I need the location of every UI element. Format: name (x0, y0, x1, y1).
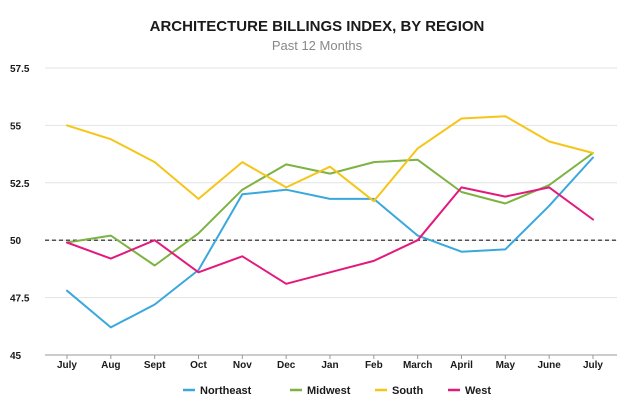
legend-label-west: West (465, 385, 491, 397)
y-tick-label: 57.5 (10, 64, 30, 75)
y-tick-label: 47.5 (10, 294, 30, 305)
y-tick-label: 50 (10, 236, 22, 247)
y-tick-label: 45 (10, 351, 22, 362)
grid-lines (45, 67, 617, 356)
series-lines (66, 115, 594, 329)
x-axis-tick-labels: July Aug Sept Oct Nov Dec Jan Feb March April May J… (57, 355, 603, 371)
y-tick-label: 52.5 (10, 179, 30, 190)
series-line-west (66, 186, 594, 285)
x-tick-label: June (537, 360, 561, 371)
x-tick-label: May (496, 360, 516, 371)
series-line-south (66, 115, 594, 203)
x-tick-label: Feb (365, 360, 383, 371)
legend-label-northeast: Northeast (200, 385, 252, 397)
x-tick-label: Dec (277, 360, 296, 371)
x-tick-label: Jan (321, 360, 338, 371)
x-tick-label: July (57, 360, 77, 371)
x-tick-label: April (450, 360, 473, 371)
x-tick-label: March (403, 360, 432, 371)
x-tick-label: Sept (144, 360, 166, 371)
x-tick-label: Nov (233, 360, 252, 371)
x-tick-label: Oct (190, 360, 207, 371)
y-axis-tick-labels: 45 47.5 50 52.5 55 57.5 (10, 64, 30, 362)
legend-label-south: South (392, 385, 423, 397)
series-line-midwest (66, 152, 594, 267)
chart-subtitle: Past 12 Months (272, 38, 363, 53)
legend-label-midwest: Midwest (307, 385, 351, 397)
y-tick-label: 55 (10, 121, 22, 132)
legend: Northeast Midwest South West (183, 385, 491, 397)
x-tick-label: July (583, 360, 603, 371)
chart-title: ARCHITECTURE BILLINGS INDEX, BY REGION (150, 18, 485, 35)
x-tick-label: Aug (101, 360, 120, 371)
series-line-northeast (66, 156, 594, 329)
